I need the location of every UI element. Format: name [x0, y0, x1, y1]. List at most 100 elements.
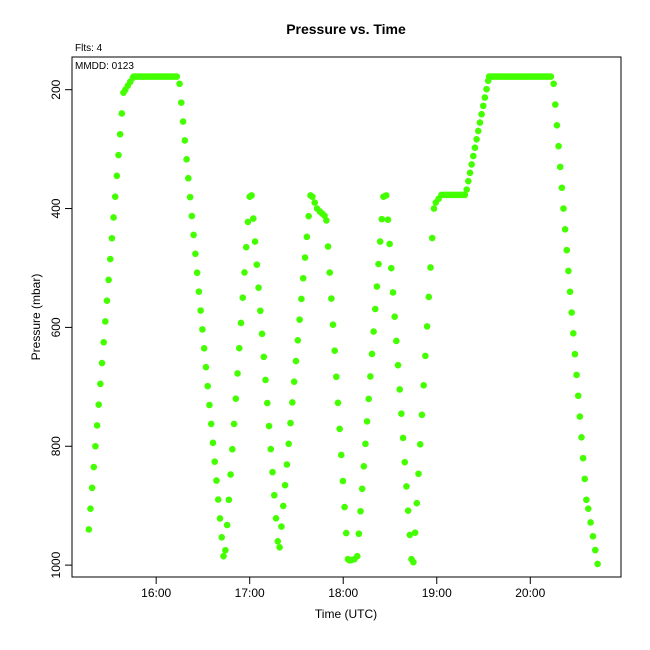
data-point — [587, 519, 594, 526]
data-point — [285, 440, 293, 448]
data-point — [232, 395, 240, 403]
data-point — [341, 503, 348, 511]
data-point — [388, 264, 395, 272]
data-point — [97, 380, 104, 388]
data-point — [241, 269, 248, 276]
data-point — [108, 234, 116, 242]
data-point — [283, 461, 291, 468]
data-point — [547, 73, 555, 80]
data-point — [230, 420, 238, 428]
data-point — [235, 344, 243, 352]
data-point — [329, 321, 337, 328]
data-point — [305, 212, 312, 220]
data-point — [473, 136, 480, 143]
data-point — [393, 337, 400, 345]
data-point — [399, 434, 407, 442]
data-point — [365, 395, 373, 403]
data-point — [401, 458, 409, 466]
data-point — [229, 445, 236, 453]
data-point — [410, 558, 417, 566]
data-point — [239, 294, 247, 301]
data-point — [382, 192, 390, 199]
x-axis: 16:00 17:00 18:00 19:00 20:00 — [141, 577, 546, 600]
data-point — [237, 319, 245, 327]
data-point — [418, 411, 426, 419]
data-point — [331, 347, 338, 355]
data-point — [211, 458, 219, 466]
data-point — [299, 274, 307, 282]
data-point — [357, 507, 364, 515]
data-point — [556, 163, 564, 171]
data-point — [185, 174, 192, 182]
data-point — [552, 101, 559, 108]
data-point — [479, 102, 487, 110]
data-point — [193, 269, 201, 277]
data-point — [278, 523, 285, 530]
data-point — [591, 546, 599, 554]
data-point — [195, 288, 203, 295]
data-point — [384, 216, 392, 224]
data-point — [337, 451, 345, 459]
data-point — [234, 370, 241, 377]
data-point — [394, 361, 402, 369]
data-point — [425, 293, 433, 301]
data-point — [190, 231, 197, 239]
data-point — [368, 350, 376, 358]
data-point — [272, 514, 280, 522]
data-point — [199, 326, 206, 333]
data-point — [481, 94, 489, 101]
data-point — [181, 137, 189, 144]
data-point — [406, 531, 414, 539]
data-point — [422, 352, 429, 360]
data-point — [227, 471, 234, 478]
data-point — [296, 316, 303, 323]
data-point — [476, 119, 484, 126]
data-point — [262, 376, 269, 384]
data-point — [188, 212, 196, 220]
data-point — [558, 184, 566, 192]
data-point — [294, 337, 302, 344]
data-point — [113, 172, 121, 180]
data-point — [242, 243, 250, 251]
data-point — [474, 127, 482, 135]
data-point — [276, 543, 283, 551]
data-point — [88, 484, 96, 492]
flights-count-label: Flts: 4 — [75, 43, 103, 54]
data-point — [584, 505, 592, 512]
data-point — [265, 422, 273, 430]
data-point — [466, 169, 474, 177]
data-point — [376, 238, 384, 245]
data-point — [244, 218, 252, 226]
data-point — [342, 529, 350, 537]
data-point — [370, 328, 377, 335]
data-point — [404, 507, 412, 514]
data-point — [260, 353, 268, 361]
data-point — [362, 440, 369, 448]
data-points — [85, 73, 601, 568]
data-point — [589, 532, 597, 540]
data-point — [375, 260, 382, 268]
data-point — [257, 307, 264, 315]
data-point — [578, 434, 585, 441]
data-point — [561, 226, 569, 233]
data-point — [269, 468, 276, 476]
data-point — [461, 191, 469, 199]
data-point — [378, 215, 386, 223]
data-point — [183, 156, 190, 163]
data-point — [105, 276, 112, 284]
data-point — [287, 419, 294, 427]
data-point — [202, 363, 210, 371]
data-point — [363, 418, 371, 425]
data-point — [478, 110, 485, 118]
data-point — [468, 161, 475, 168]
data-point — [560, 205, 567, 212]
x-tick-label: 19:00 — [422, 586, 452, 600]
x-tick-label: 20:00 — [515, 586, 545, 600]
data-point — [470, 152, 477, 160]
data-point — [87, 505, 94, 512]
data-point — [465, 177, 472, 185]
data-point — [333, 373, 340, 381]
data-point — [428, 234, 436, 242]
data-point — [563, 246, 571, 254]
